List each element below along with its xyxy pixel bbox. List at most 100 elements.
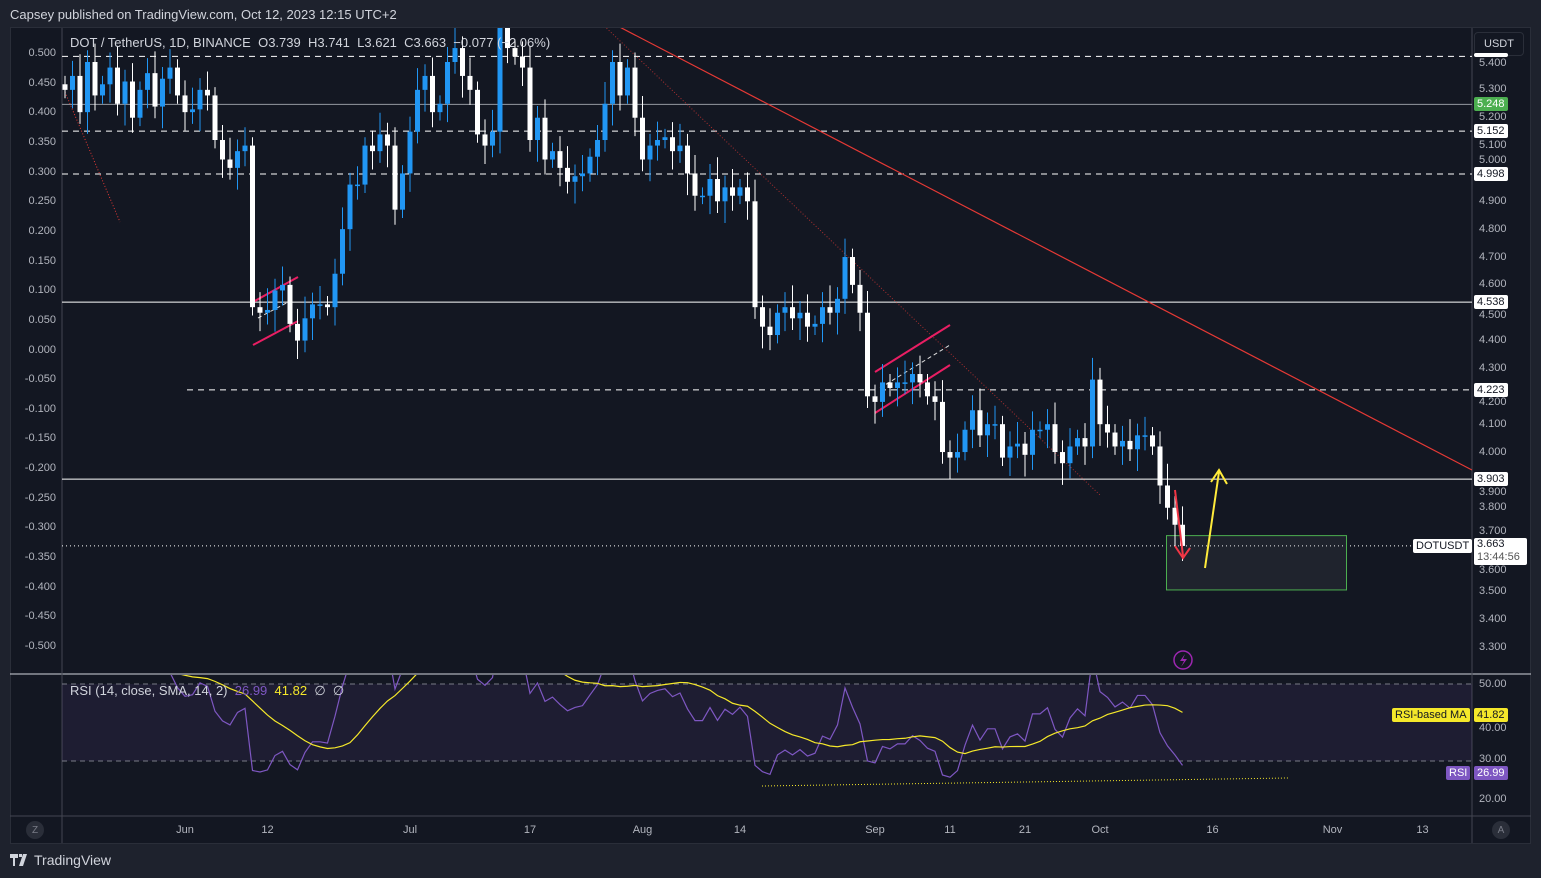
rsi-legend: RSI (14, close, SMA, 14, 2) 26.99 41.82 … [70, 683, 344, 699]
candle [850, 248, 855, 294]
candle [265, 288, 270, 325]
candle [92, 43, 98, 111]
z-button[interactable]: Z [26, 821, 44, 839]
candle-body [662, 137, 668, 141]
candle-body [715, 179, 720, 202]
candle [1037, 421, 1043, 439]
candle-body [160, 78, 165, 107]
candle [692, 155, 698, 211]
price-tick: 3.600 [1479, 564, 1507, 577]
rsi-ma-badge-label: RSI-based MA [1392, 708, 1470, 723]
candle-body [722, 187, 728, 202]
candle-body [212, 95, 218, 141]
price-tick: 5.300 [1479, 83, 1507, 96]
candle [767, 308, 773, 351]
candle [385, 122, 390, 168]
candle-body [1180, 524, 1185, 546]
price-level-badge [1474, 53, 1508, 58]
candle [1067, 428, 1073, 479]
candle-body [1090, 379, 1095, 447]
candle [1120, 425, 1125, 465]
candle [962, 421, 968, 461]
tradingview-logo-icon [10, 854, 27, 866]
na-value: ∅ [332, 683, 345, 698]
candle [970, 395, 975, 449]
candle-body [1060, 452, 1065, 464]
candle-body [347, 184, 353, 230]
price-tick: 5.200 [1479, 111, 1507, 124]
candle [1045, 409, 1050, 449]
candle-body [587, 156, 593, 174]
symbol-title[interactable]: DOT / TetherUS, 1D, BINANCE [70, 35, 251, 50]
candle [902, 360, 908, 395]
price-tick: 3.500 [1479, 584, 1507, 597]
candle [722, 175, 728, 224]
symbol-legend: DOT / TetherUS, 1D, BINANCE O3.739 H3.74… [70, 35, 550, 50]
candle [137, 81, 143, 127]
candle [602, 82, 608, 152]
candle-body [677, 145, 683, 152]
candle-body [992, 424, 998, 426]
candle [107, 52, 113, 103]
candle-body [85, 62, 90, 113]
rsi-tick: 50.00 [1479, 677, 1507, 690]
price-pane [62, 28, 1472, 591]
candle-body [880, 382, 885, 402]
rsi-badge: 26.99 [1474, 765, 1508, 780]
candle-body [625, 67, 630, 96]
tradingview-logo[interactable]: TradingView [10, 852, 111, 868]
candle [1052, 402, 1058, 464]
left-axis-tick: -0.450 [24, 610, 56, 623]
price-tick: 5.400 [1479, 56, 1507, 69]
candle-body [820, 307, 825, 324]
candle [250, 137, 255, 316]
candle-body [392, 145, 398, 210]
ohlc-change: −0.077 (−2.06%) [453, 35, 551, 50]
candle-body [1045, 424, 1050, 430]
candle [835, 287, 840, 335]
candle [332, 258, 338, 326]
candle [227, 137, 233, 180]
candle-body [1075, 438, 1080, 447]
left-axis-tick: 0.000 [28, 343, 56, 356]
candle [130, 63, 135, 133]
candle-body [887, 382, 893, 388]
candle-body [985, 424, 990, 436]
candle-body [437, 103, 443, 113]
candle [1157, 431, 1163, 504]
candle-body [1082, 438, 1088, 447]
time-tick: 14 [733, 824, 747, 836]
candle [205, 71, 210, 111]
candle [70, 60, 75, 109]
candle [347, 172, 353, 251]
candle [1142, 416, 1148, 451]
candle [812, 315, 818, 336]
candle [467, 57, 473, 105]
price-tick: 4.200 [1479, 396, 1507, 409]
candle [977, 388, 983, 448]
rsi-title[interactable]: RSI (14, close, SMA, 14, 2) [70, 683, 228, 698]
candle-body [107, 67, 113, 85]
candle [505, 28, 510, 64]
candle [482, 119, 488, 164]
candle-body [310, 304, 315, 319]
time-tick: 13 [1416, 824, 1429, 836]
flash-icon [1173, 650, 1193, 670]
candle-body [272, 290, 278, 310]
candle-body [602, 103, 608, 141]
candle-body [1142, 435, 1148, 437]
bar-countdown: 13:44:56 [1477, 550, 1520, 563]
currency-button[interactable]: USDT [1474, 32, 1524, 56]
candle-body [227, 159, 233, 168]
candle [310, 292, 315, 341]
candle [752, 179, 758, 319]
candle-body [655, 140, 660, 146]
ohlc-high: H3.741 [307, 35, 350, 50]
candle-body [977, 410, 983, 436]
candle-body [70, 75, 75, 90]
auto-scale-button[interactable]: A [1492, 821, 1510, 839]
symbol-badge: DOTUSDT [1413, 538, 1473, 553]
candle-body [182, 95, 188, 113]
price-tick: 4.100 [1479, 417, 1507, 430]
